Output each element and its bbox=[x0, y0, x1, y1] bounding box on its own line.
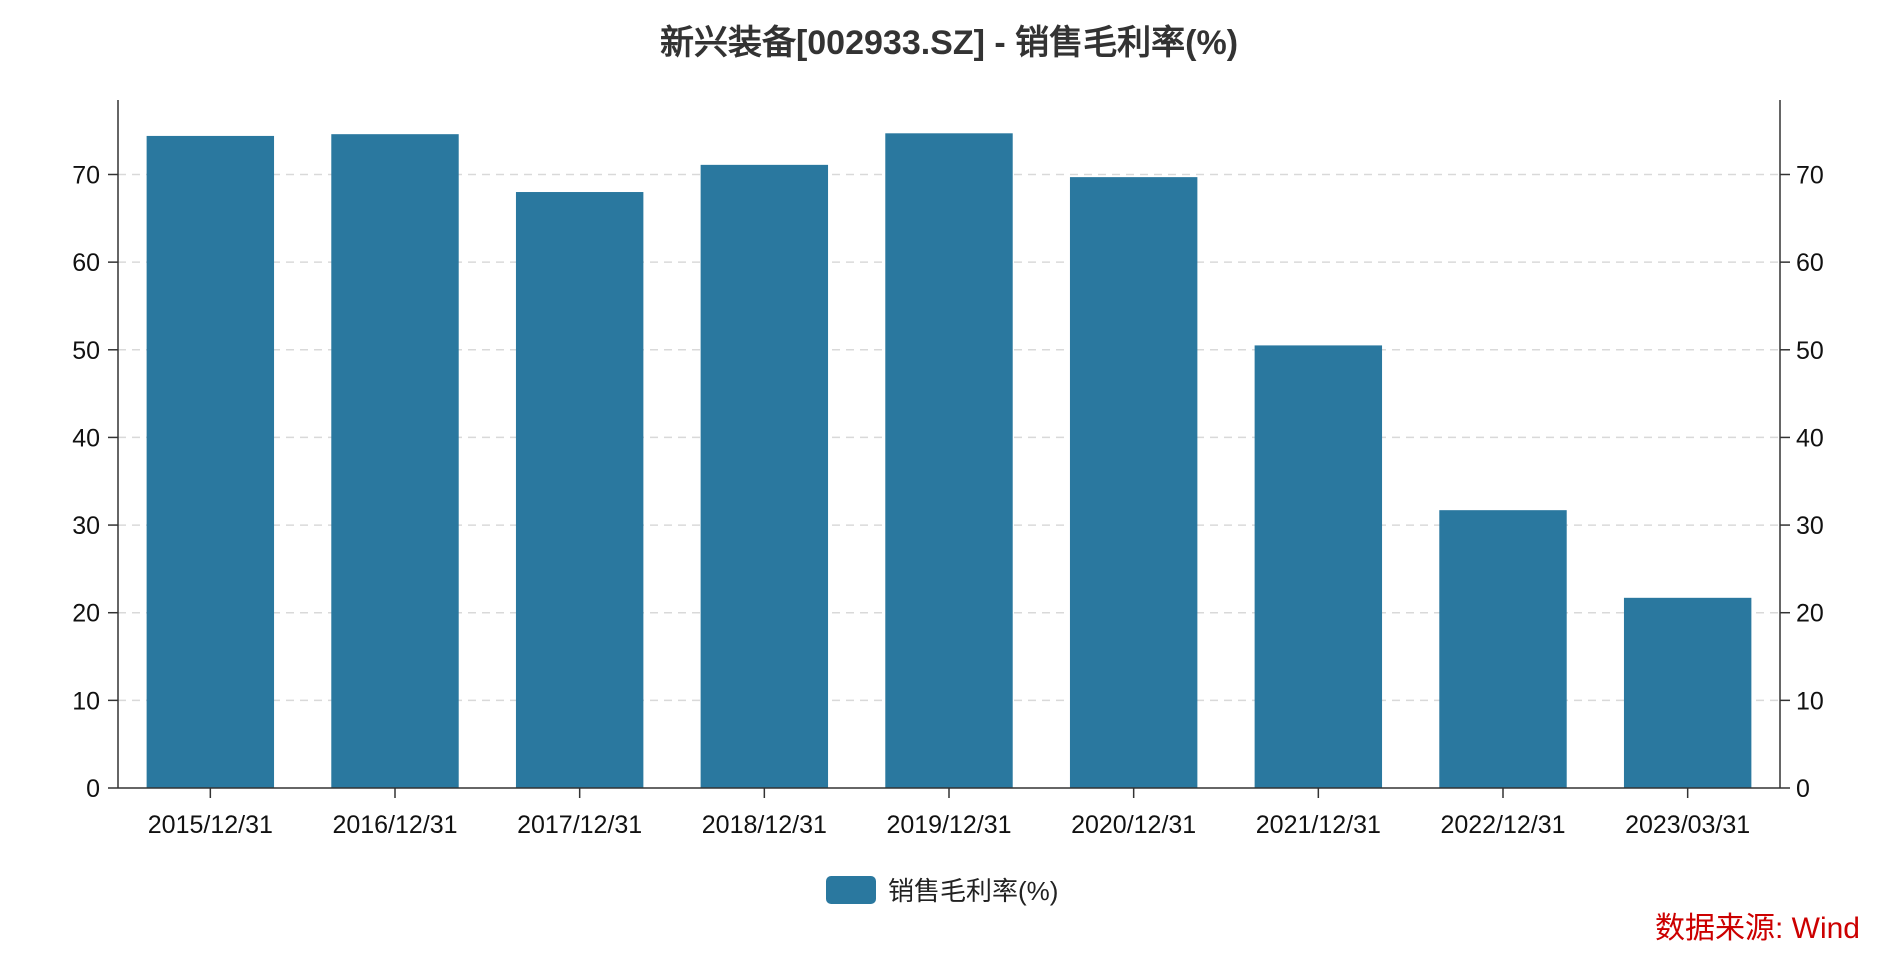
y-tick-label-left: 30 bbox=[72, 512, 100, 540]
legend-swatch bbox=[826, 876, 876, 904]
y-tick-label-right: 0 bbox=[1796, 775, 1810, 803]
chart-title: 新兴装备[002933.SZ] - 销售毛利率(%) bbox=[660, 24, 1238, 62]
legend: 销售毛利率(%) bbox=[826, 876, 1058, 906]
y-tick-label-left: 0 bbox=[86, 775, 100, 803]
bar bbox=[885, 133, 1013, 789]
bar bbox=[700, 164, 829, 788]
x-tick-label: 2022/12/31 bbox=[1440, 811, 1565, 839]
x-tick-label: 2018/12/31 bbox=[702, 811, 827, 839]
y-tick-label-right: 70 bbox=[1796, 161, 1824, 189]
legend-label: 销售毛利率(%) bbox=[888, 876, 1058, 906]
y-tick-label-right: 20 bbox=[1796, 600, 1824, 628]
y-tick-label-left: 10 bbox=[72, 687, 100, 715]
y-tick-label-left: 50 bbox=[72, 337, 100, 365]
y-tick-label-right: 50 bbox=[1796, 337, 1824, 365]
x-tick-label: 2020/12/31 bbox=[1071, 811, 1196, 839]
bar bbox=[515, 192, 644, 788]
bars-layer bbox=[146, 133, 1752, 789]
axes-layer: 0 0 10 10 20 20 30 30 40 40 50 50 60 60 70 70 2015/12/31… bbox=[72, 100, 1824, 839]
y-tick-label-left: 60 bbox=[72, 249, 100, 277]
bar bbox=[1623, 597, 1752, 788]
y-tick-label-right: 30 bbox=[1796, 512, 1824, 540]
y-tick-label-right: 10 bbox=[1796, 687, 1824, 715]
bar bbox=[146, 135, 275, 788]
y-tick-label-right: 60 bbox=[1796, 249, 1824, 277]
bar bbox=[331, 134, 459, 788]
x-tick-label: 2017/12/31 bbox=[517, 811, 642, 839]
y-tick-label-left: 40 bbox=[72, 424, 100, 452]
y-tick-label-right: 40 bbox=[1796, 424, 1824, 452]
y-tick-label-left: 20 bbox=[72, 600, 100, 628]
x-tick-label: 2016/12/31 bbox=[332, 811, 457, 839]
bar bbox=[1439, 510, 1567, 788]
bar bbox=[1069, 177, 1198, 789]
source-note: 数据来源: Wind bbox=[1655, 912, 1860, 945]
x-tick-label: 2021/12/31 bbox=[1256, 811, 1381, 839]
y-tick-label-left: 70 bbox=[72, 161, 100, 189]
x-tick-label: 2019/12/31 bbox=[886, 811, 1011, 839]
x-tick-label: 2023/03/31 bbox=[1625, 811, 1750, 839]
x-tick-label: 2015/12/31 bbox=[148, 811, 273, 839]
bar bbox=[1254, 345, 1383, 788]
